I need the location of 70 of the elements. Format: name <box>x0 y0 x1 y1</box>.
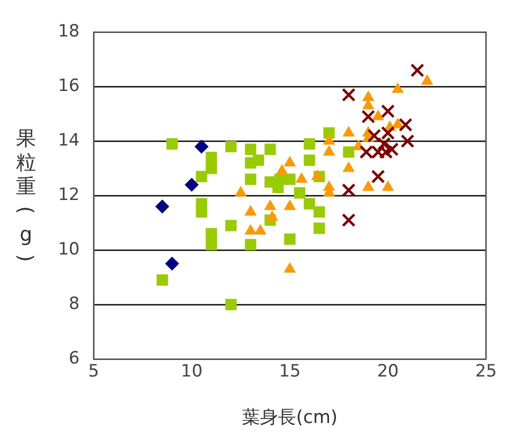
point <box>284 174 296 185</box>
point <box>381 104 395 118</box>
y-tick-label: 18 <box>58 22 80 42</box>
point <box>252 154 264 166</box>
point <box>304 138 316 150</box>
point <box>276 164 288 175</box>
point <box>311 170 324 180</box>
point <box>184 178 199 192</box>
point <box>156 274 168 286</box>
point <box>284 156 296 166</box>
point <box>244 144 256 155</box>
point <box>206 152 217 164</box>
y-axis-title: 果粒重(g) <box>14 126 38 264</box>
point <box>155 199 170 214</box>
point <box>359 145 374 159</box>
point <box>371 145 386 159</box>
point <box>194 140 209 154</box>
point <box>314 206 325 218</box>
point <box>384 142 399 156</box>
x-tick-label: 5 <box>88 362 100 382</box>
point <box>244 238 256 250</box>
point <box>225 140 237 152</box>
point <box>342 183 356 198</box>
y-tick-label: 6 <box>68 348 80 368</box>
point <box>400 134 414 148</box>
x-tick-label: 15 <box>278 362 301 382</box>
x-axis-title: 葉身長(cm) <box>242 406 338 428</box>
y-tick-label: 14 <box>58 130 80 151</box>
point <box>343 146 354 158</box>
point <box>342 213 356 228</box>
point <box>314 222 325 234</box>
x-tick-label: 25 <box>475 362 497 382</box>
y-tick-label: 16 <box>58 76 80 96</box>
point <box>421 74 434 85</box>
point <box>264 144 276 155</box>
x-tick-label: 10 <box>180 362 203 382</box>
point <box>225 298 237 310</box>
point <box>361 110 376 124</box>
point <box>392 82 404 93</box>
point <box>371 170 386 184</box>
point <box>244 224 257 235</box>
point <box>196 206 208 218</box>
x-tick-label: 20 <box>377 362 399 382</box>
point <box>342 126 355 136</box>
point <box>284 234 296 245</box>
y-tick-label: 8 <box>68 294 80 314</box>
point <box>372 110 384 120</box>
point <box>398 118 412 132</box>
y-tick-label: 12 <box>58 185 80 206</box>
point <box>225 220 237 232</box>
point <box>410 63 424 78</box>
point <box>206 228 217 240</box>
point <box>322 145 336 156</box>
point <box>342 88 356 102</box>
point <box>166 138 178 150</box>
point <box>362 90 374 102</box>
point <box>322 134 336 145</box>
point <box>294 187 306 199</box>
point <box>165 256 180 271</box>
point <box>296 172 308 183</box>
point <box>244 174 256 185</box>
y-tick-label: 10 <box>58 239 80 260</box>
point <box>304 154 316 166</box>
point <box>342 161 355 172</box>
point <box>206 238 217 250</box>
point <box>367 128 382 143</box>
point <box>304 198 316 210</box>
point <box>254 224 266 235</box>
point <box>196 170 208 182</box>
point <box>206 162 217 174</box>
